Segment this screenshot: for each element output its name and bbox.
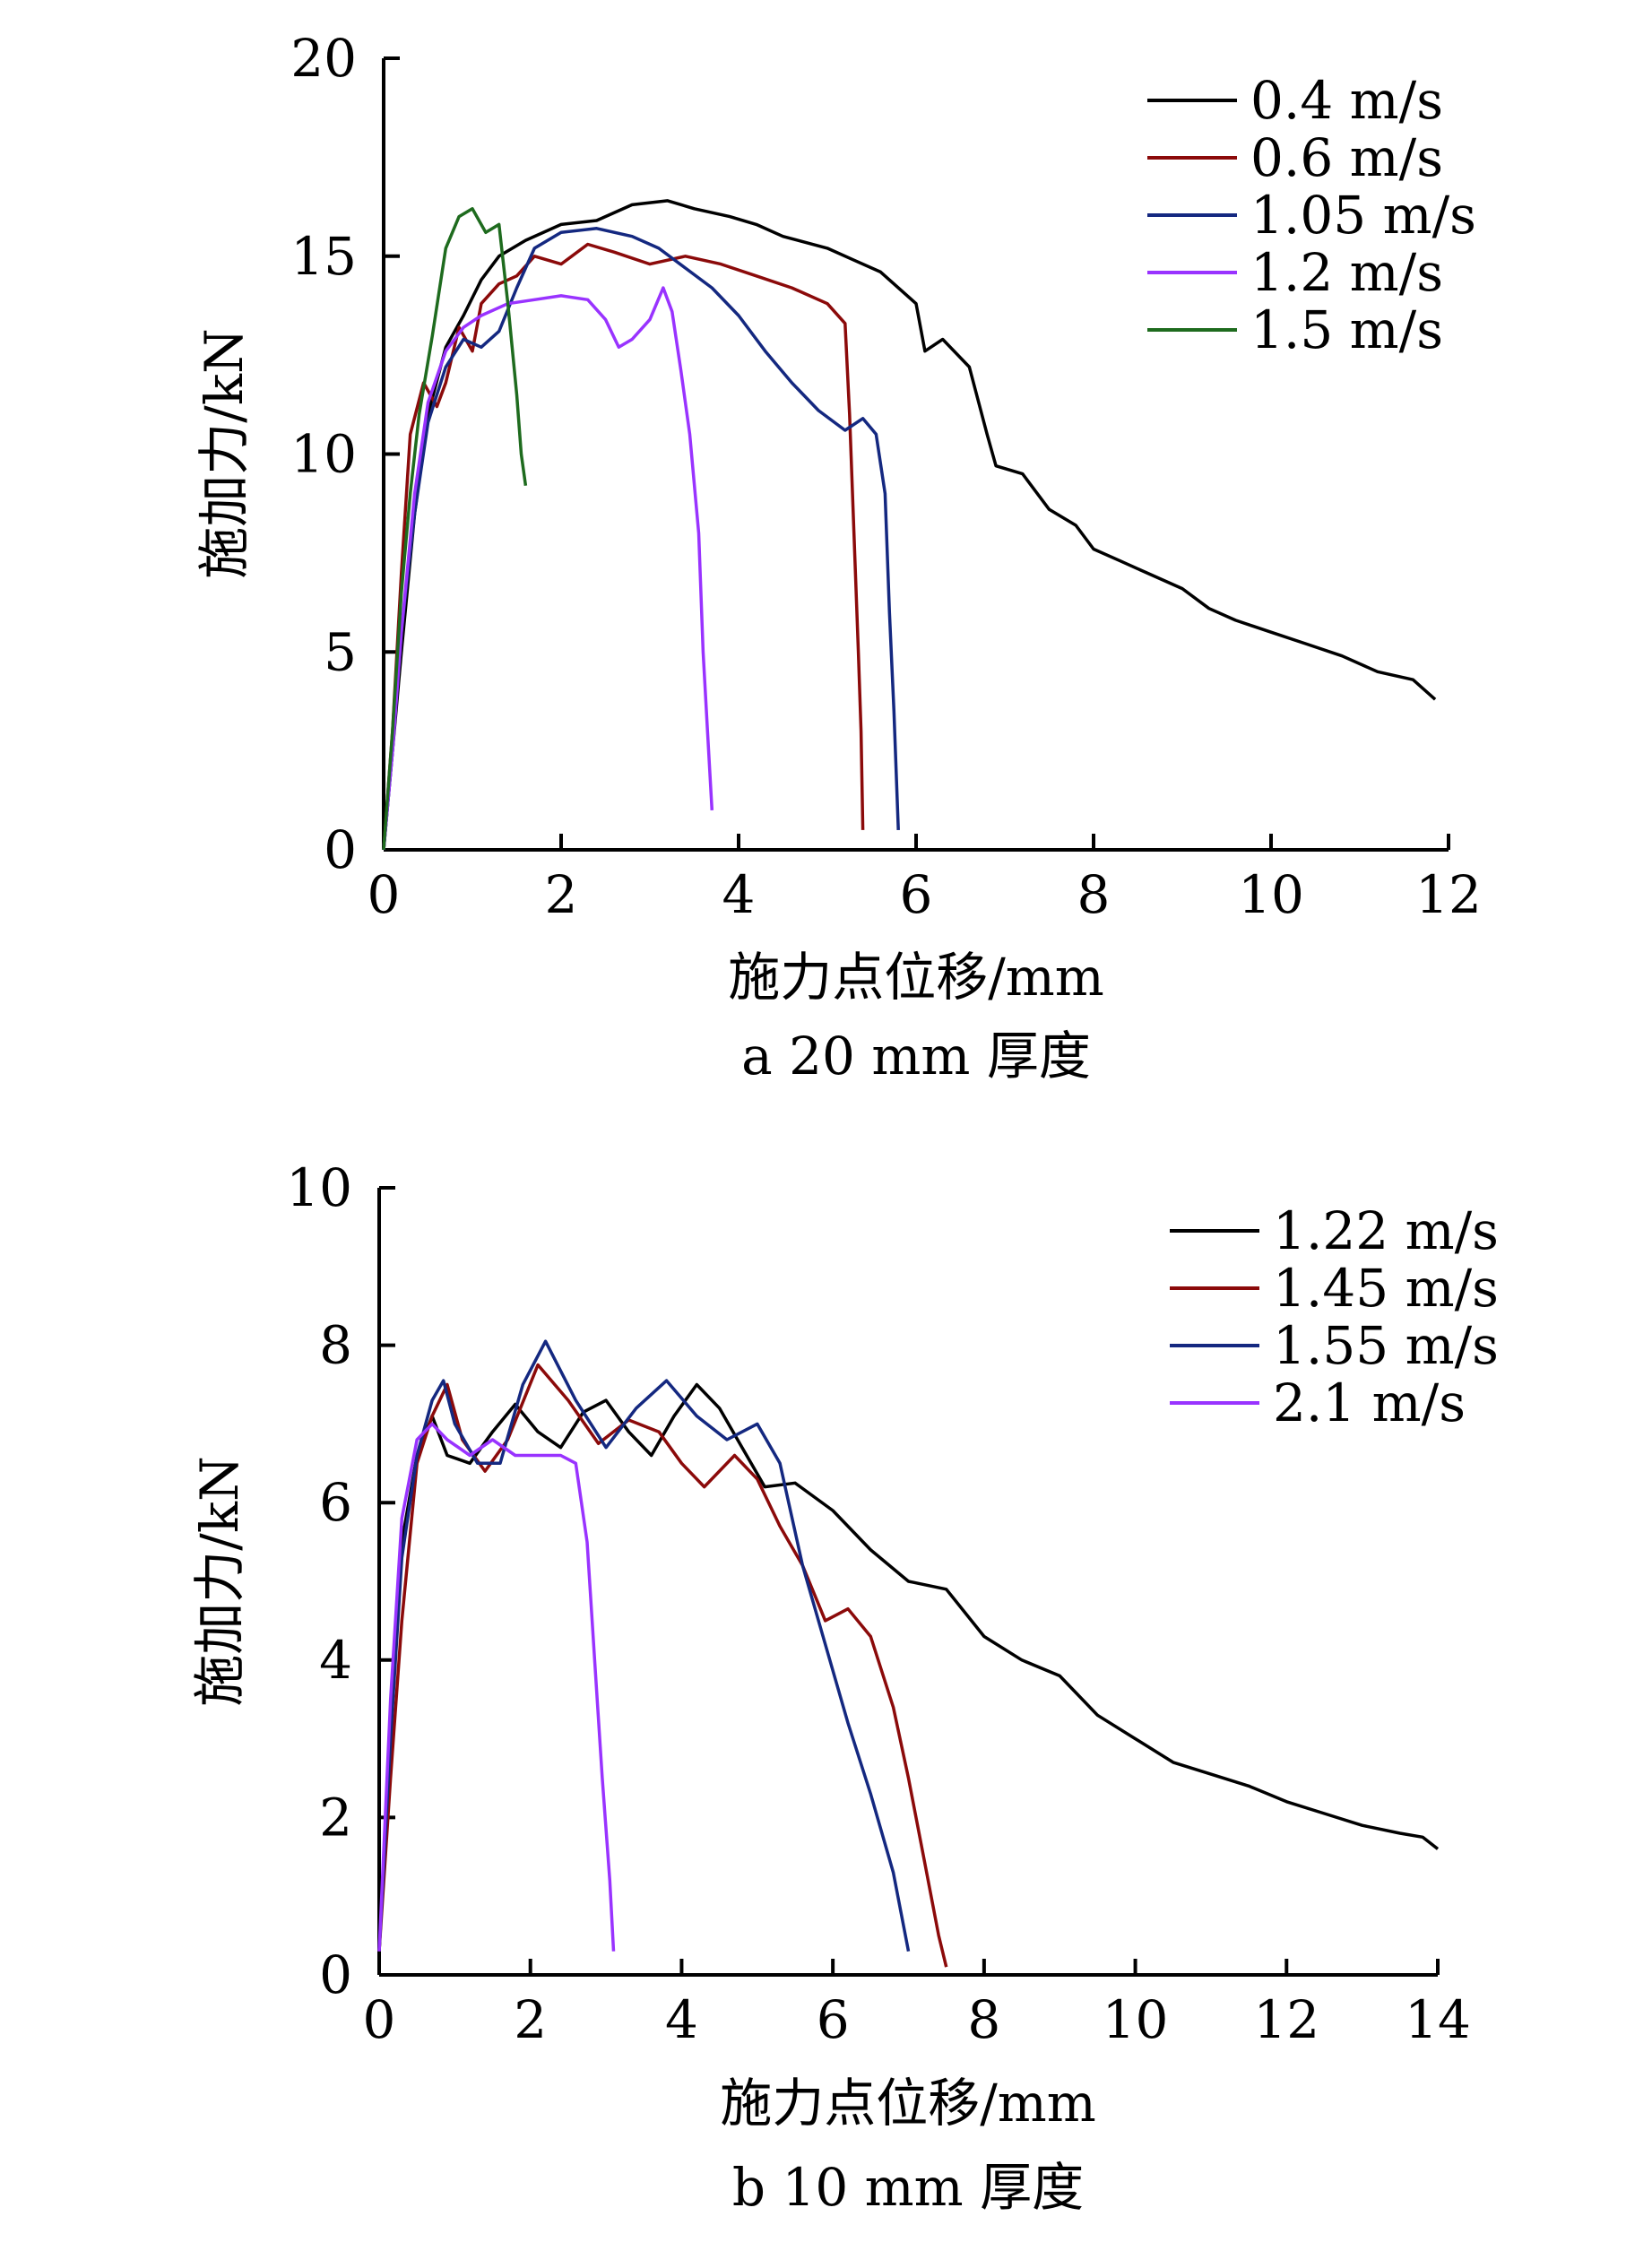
x-tick-label: 0 [363,1989,396,2050]
legend-label: 1.45 m/s [1273,1258,1499,1319]
legend-label: 1.22 m/s [1273,1200,1499,1261]
series-line [377,1382,1440,1952]
x-tick-label: 6 [817,1989,850,2050]
x-tick-label: 12 [1415,864,1482,925]
series-line [382,286,714,851]
y-tick-label: 4 [319,1630,352,1691]
y-tick-label: 10 [290,424,357,485]
y-tick-label: 20 [290,28,357,89]
y-axis-label: 施加力/kN [189,1456,250,1706]
series-line [382,227,900,851]
x-tick-label: 12 [1253,1989,1319,2050]
y-tick-label: 2 [319,1787,352,1848]
legend-label: 1.05 m/s [1250,185,1476,246]
y-tick-label: 6 [319,1472,352,1533]
series-line [382,199,1437,851]
series-line [377,1422,616,1952]
panel-caption: a 20 mm 厚度 [741,1026,1091,1087]
x-tick-label: 0 [368,864,401,925]
x-tick-label: 6 [900,864,933,925]
legend-label: 0.6 m/s [1250,127,1443,188]
x-tick-label: 14 [1405,1989,1471,2050]
legend-label: 0.4 m/s [1250,70,1443,131]
x-tick-label: 4 [665,1989,698,2050]
legend-label: 1.2 m/s [1250,242,1443,303]
x-tick-label: 8 [967,1989,1000,2050]
chart-panel-a: 施加力/kN 施力点位移/mm a 20 mm 厚度 0 5 10 15 20 0 2 4 6 8… [194,28,1482,1087]
series-line [377,1363,948,1968]
y-tick-label: 15 [290,226,357,287]
series-line [382,207,528,851]
x-tick-label: 2 [514,1989,547,2050]
series-line [377,1339,911,1952]
y-tick-label: 0 [319,1944,352,2005]
chart-panel-b: 施加力/kN 施力点位移/mm b 10 mm 厚度 0 2 4 6 8 10 0 2 4 6 8 1… [189,1157,1499,2218]
legend-label: 2.1 m/s [1273,1372,1466,1433]
x-tick-label: 2 [545,864,578,925]
x-tick-label: 10 [1238,864,1304,925]
y-tick-label: 0 [324,819,357,880]
x-axis-label: 施力点位移/mm [720,2073,1096,2134]
y-tick-label: 8 [319,1315,352,1376]
y-axis-label: 施加力/kN [194,328,255,578]
legend-label: 1.55 m/s [1273,1315,1499,1376]
series-line [382,242,865,851]
legend-label: 1.5 m/s [1250,299,1443,360]
x-tick-label: 10 [1103,1989,1169,2050]
x-tick-label: 4 [722,864,756,925]
panel-caption: b 10 mm 厚度 [732,2157,1084,2218]
y-tick-label: 10 [286,1157,352,1218]
y-tick-label: 5 [324,621,357,682]
x-axis-label: 施力点位移/mm [728,947,1104,1008]
x-tick-label: 8 [1077,864,1111,925]
